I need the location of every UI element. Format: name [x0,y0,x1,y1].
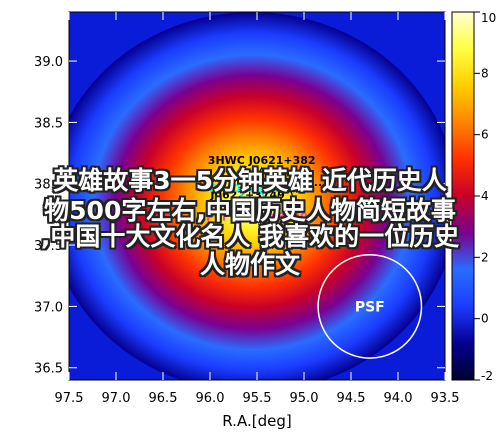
x-tick-label: 96.5 [149,391,178,406]
svg-text:J0622+3749: J0622+3749 [209,188,285,201]
y-tick-label: 37.0 [34,300,63,315]
overlay-line-1: 英雄故事3一5分钟英雄 近代历史人 [53,166,447,195]
x-tick-label: 97.0 [102,391,131,406]
source-marker-2: 4FGL J0621... [244,176,326,204]
colorbar-tick-label: 10 [481,11,496,25]
colorbar-tick-label: -2 [481,369,493,383]
source-marker-1: 3HWC J0621+382 [208,154,316,180]
overlay-line-4: 人物作文 [199,250,300,279]
axis-layer: 97.5 97.0 96.5 96.0 95.5 95.0 94.5 94.0 93.5 36.5… [34,12,459,406]
colorbar-tick-label: 6 [481,128,489,142]
heatmap-layer [69,12,445,380]
x-axis-label: R.A.[deg] [222,412,291,430]
colorbar-axis: 10 8 6 4 2 0 -2 [474,11,496,383]
source-marker-4: PSF J0622+3749 [201,182,303,216]
x-tick-label: 94.5 [337,391,366,406]
overlay-line-3: ,中国十大文化名人 我喜欢的一位历史 [40,222,460,251]
source-marker-5: PSF J0622+3749 [206,211,308,224]
svg-text:PSF J0622+3749: PSF J0622+3749 [206,211,308,224]
y-tick-label: 39.0 [34,55,63,70]
x-tick-label: 93.5 [431,391,460,406]
y-tick-label: 38.5 [34,116,63,131]
x-tick-label: 95.5 [243,391,272,406]
x-tick-label: 94.0 [384,391,413,406]
colorbar-tick-label: 0 [481,312,489,326]
overlay-line-2: 物500字左右,中国历史人物简短故事 [44,196,456,225]
colorbar-tick-label: 2 [481,250,489,264]
psf-marker: PSF [317,253,423,359]
colorbar-tick-label: 8 [481,66,489,80]
svg-text:PSF: PSF [355,299,385,315]
svg-text:PSF J0622+3749: PSF J0622+3749 [201,182,303,195]
heatmap-peak [69,12,445,380]
y-tick-label: 37.5 [34,239,63,254]
colorbar-tick-label: 4 [481,189,489,203]
x-tick-label: 96.0 [196,391,225,406]
svg-text:3HWC J0621+382: 3HWC J0621+382 [208,154,316,167]
svg-text:4FGL J0621...: 4FGL J0621... [244,176,326,189]
x-tick-label: 95.0 [290,391,319,406]
x-tick-label: 97.5 [55,391,84,406]
y-tick-label: 38.0 [34,178,63,193]
y-tick-label: 36.5 [34,362,63,377]
